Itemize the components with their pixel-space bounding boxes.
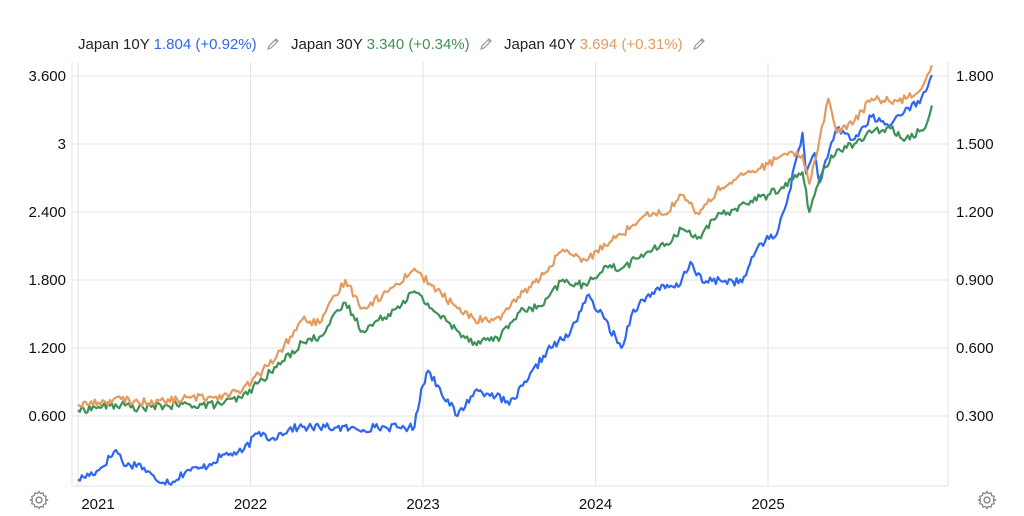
y-left-tick-label: 2.400 xyxy=(28,204,66,221)
y-right-tick-label: 0.600 xyxy=(956,340,994,357)
series-line-japan-40y xyxy=(77,64,933,409)
y-right-tick-label: 1.200 xyxy=(956,204,994,221)
pencil-icon[interactable] xyxy=(265,36,281,52)
legend-symbol: Japan 40Y xyxy=(504,36,576,53)
y-left-tick-label: 1.200 xyxy=(28,340,66,357)
legend-value: 3.694 xyxy=(579,36,618,53)
legend-change: (+0.92%) xyxy=(195,36,257,53)
x-tick-label: 2025 xyxy=(751,496,784,513)
settings-gear-icon[interactable] xyxy=(28,489,50,511)
legend-value: 1.804 xyxy=(153,36,192,53)
x-tick-label: 2023 xyxy=(406,496,439,513)
legend-symbol: Japan 10Y xyxy=(78,36,150,53)
y-left-tick-label: 1.800 xyxy=(28,272,66,289)
y-left-tick-label: 0.600 xyxy=(28,408,66,425)
legend-item-japan-40y[interactable]: Japan 40Y 3.694 (+0.31%) xyxy=(504,36,707,53)
y-right-tick-label: 1.800 xyxy=(956,68,994,85)
settings-gear-icon[interactable] xyxy=(976,489,998,511)
legend-item-japan-30y[interactable]: Japan 30Y 3.340 (+0.34%) xyxy=(291,36,494,53)
x-tick-label: 2021 xyxy=(81,496,114,513)
y-right-tick-label: 0.300 xyxy=(956,408,994,425)
y-right-tick-label: 1.500 xyxy=(956,136,994,153)
legend-change: (+0.34%) xyxy=(408,36,470,53)
series-line-japan-10y xyxy=(77,74,933,486)
y-left-tick-label: 3 xyxy=(58,136,66,153)
pencil-icon[interactable] xyxy=(691,36,707,52)
legend-item-japan-10y[interactable]: Japan 10Y 1.804 (+0.92%) xyxy=(78,36,281,53)
series-lines xyxy=(77,64,933,486)
y-left-tick-label: 3.600 xyxy=(28,68,66,85)
series-line-japan-30y xyxy=(77,105,933,414)
chart-legend: Japan 10Y 1.804 (+0.92%) Japan 30Y 3.340… xyxy=(78,36,713,53)
x-tick-label: 2022 xyxy=(234,496,267,513)
chart-grid xyxy=(71,62,949,487)
axis-ticks: 0.600 1.200 1.800 2.400 3 3.600 0.300 0.600 0.90… xyxy=(28,68,993,513)
legend-symbol: Japan 30Y xyxy=(291,36,363,53)
legend-change: (+0.31%) xyxy=(621,36,683,53)
pencil-icon[interactable] xyxy=(478,36,494,52)
legend-value: 3.340 xyxy=(366,36,405,53)
x-tick-label: 2024 xyxy=(579,496,612,513)
y-right-tick-label: 0.900 xyxy=(956,272,994,289)
